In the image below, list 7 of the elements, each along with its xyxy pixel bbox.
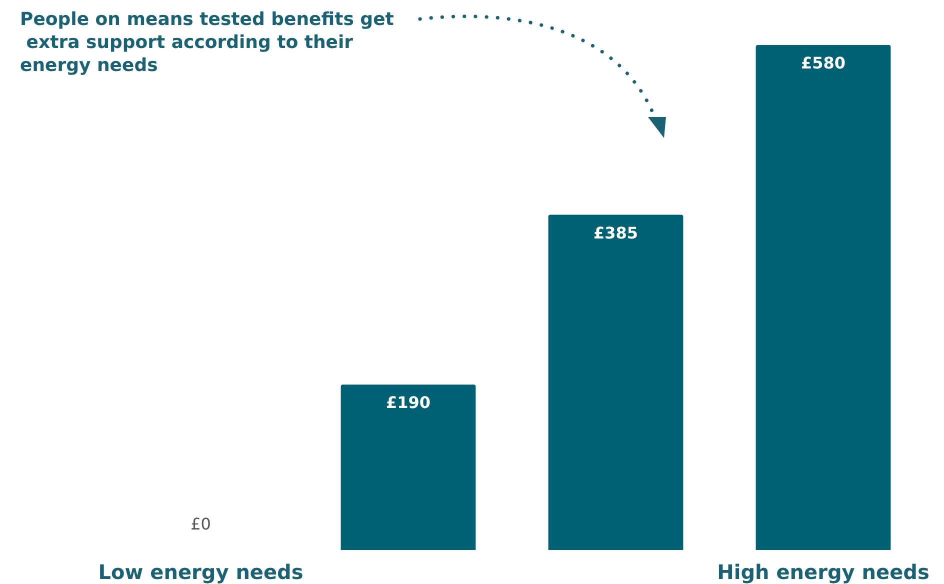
annotation: People on means tested benefits get extra support according to their energy needs <box>20 9 394 76</box>
x-tick-label: Low energy needs <box>98 560 304 584</box>
data-label: £385 <box>593 223 638 242</box>
x-tick-label: High energy needs <box>717 560 930 584</box>
data-label: £190 <box>386 393 431 412</box>
data-label: £0 <box>190 514 211 534</box>
data-label: £580 <box>800 54 846 72</box>
